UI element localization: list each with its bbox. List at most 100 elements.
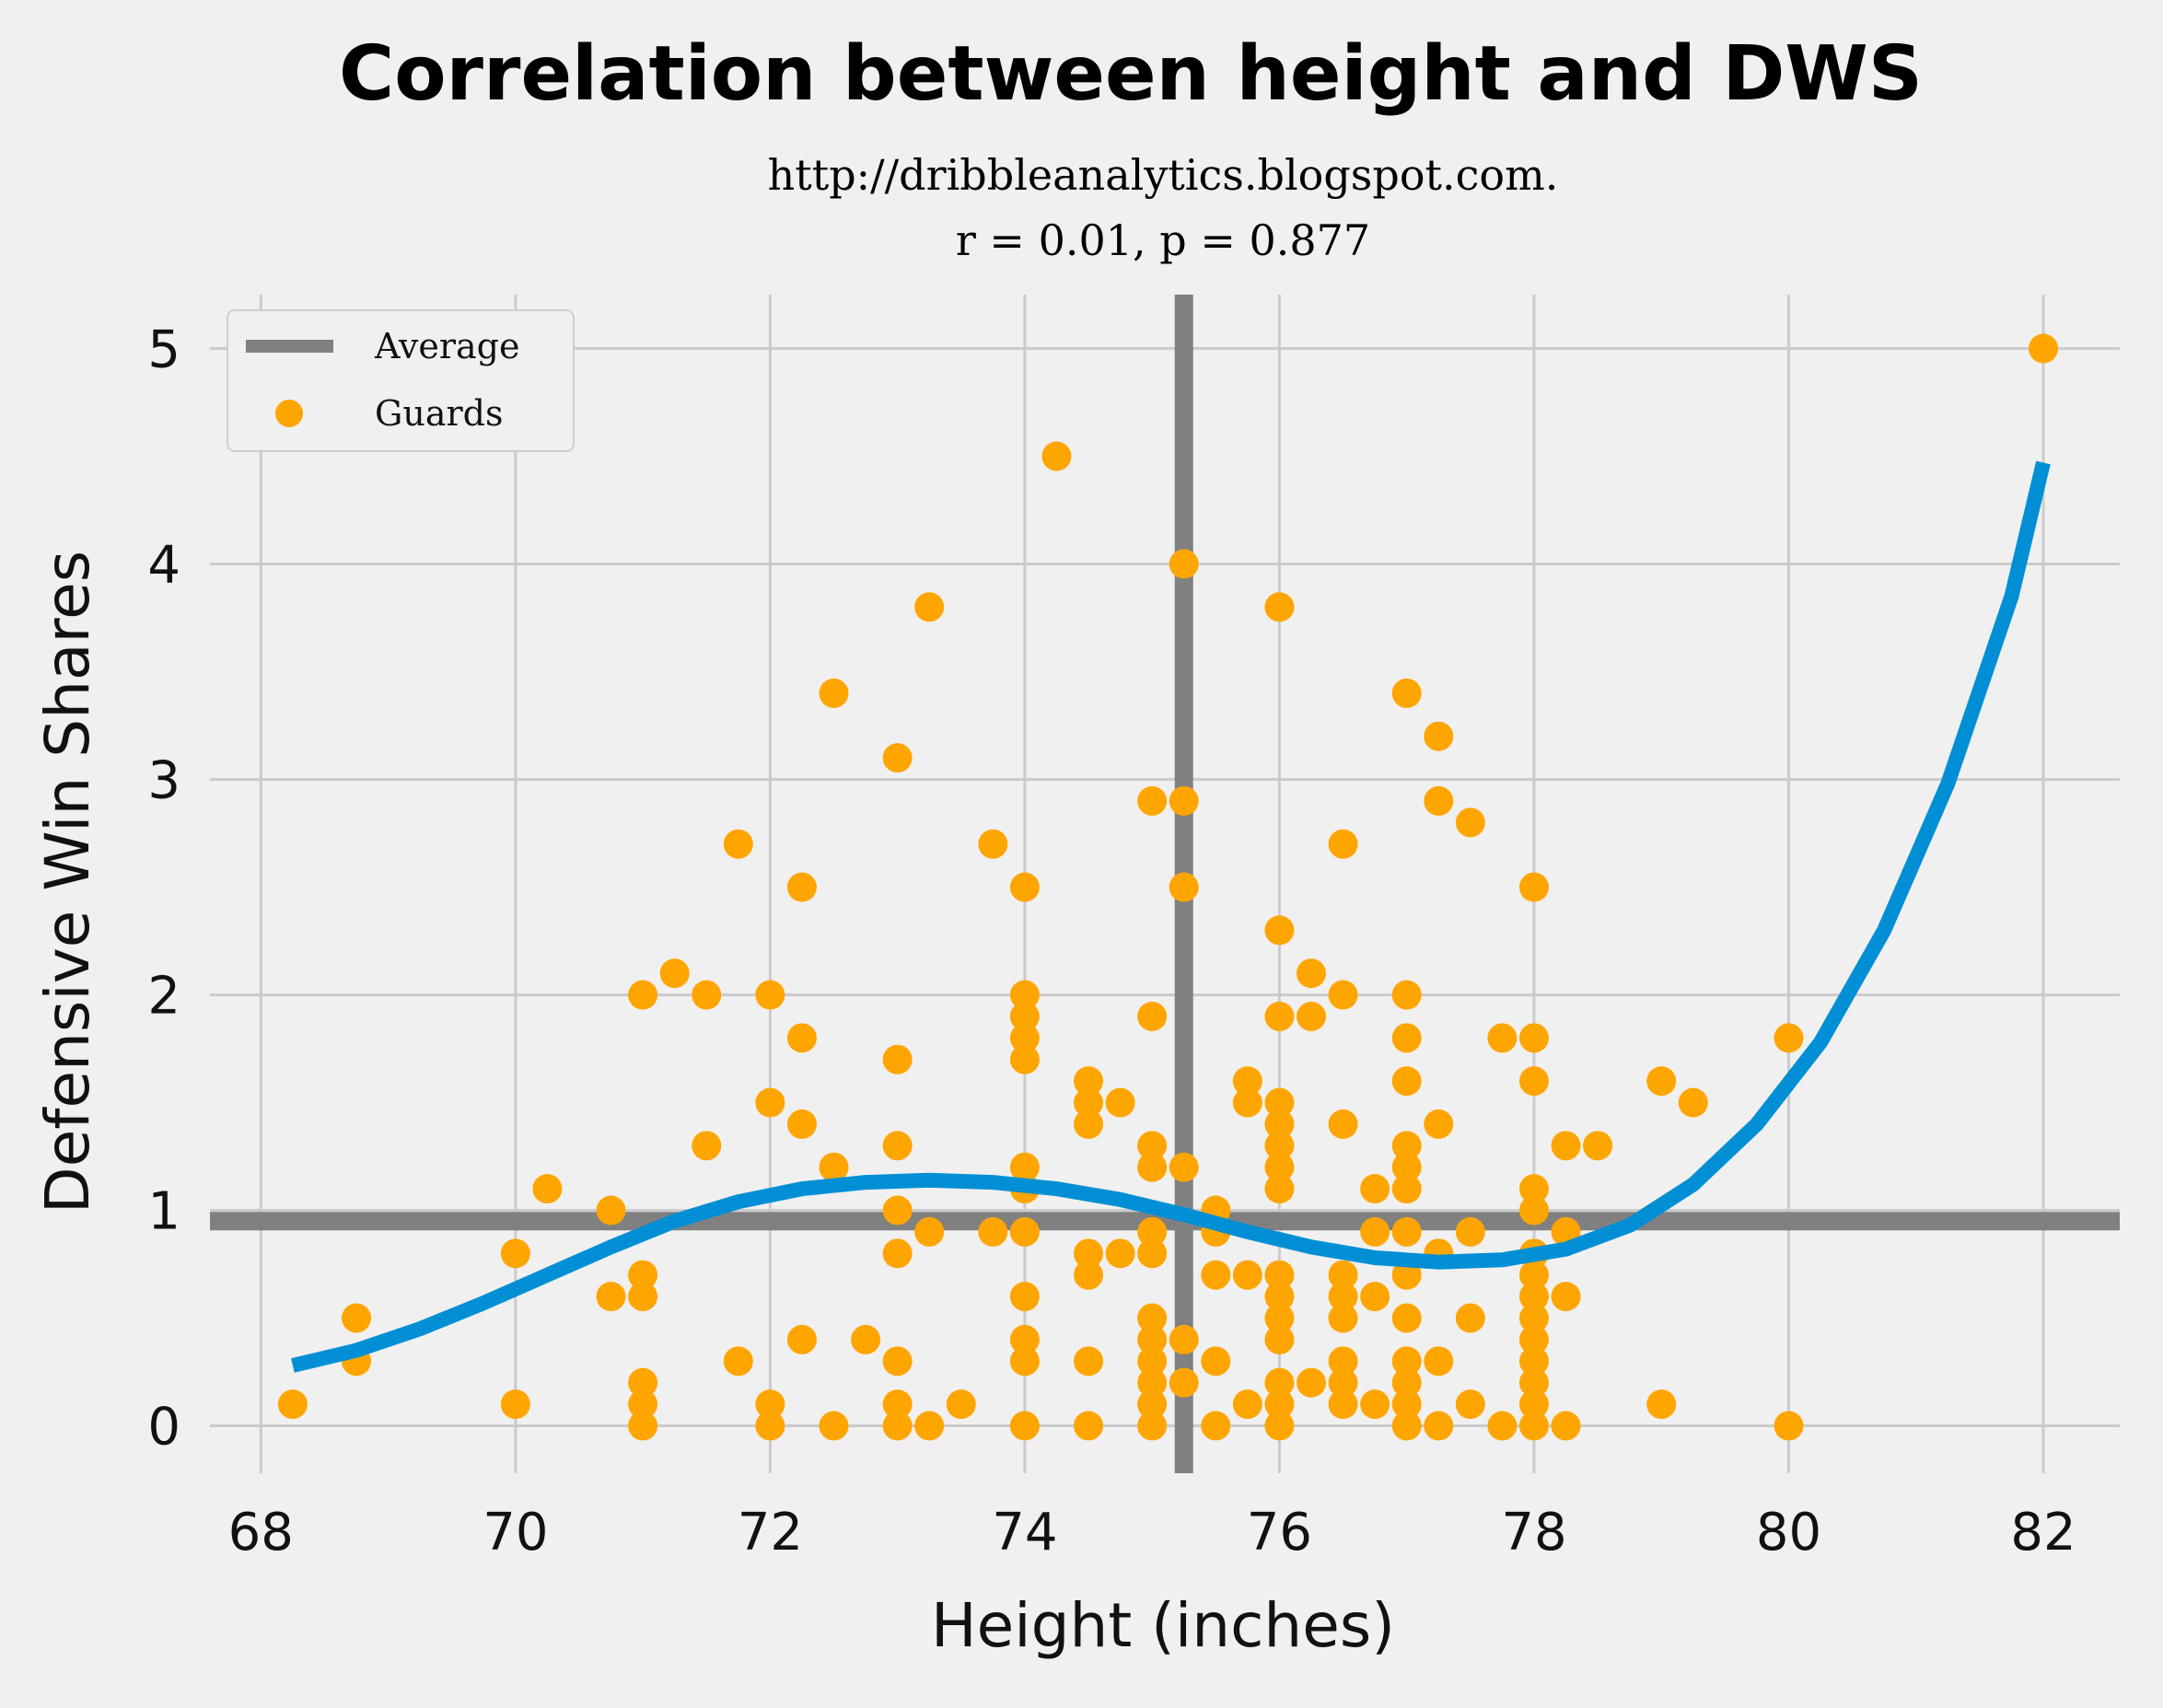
data-point (1074, 1260, 1104, 1290)
data-point (819, 1152, 849, 1182)
data-point (1518, 1389, 1549, 1420)
data-point (786, 1324, 817, 1354)
fit-line (291, 460, 2051, 1373)
guard-points (277, 333, 2059, 1441)
data-point (1041, 441, 1072, 471)
data-point (1518, 1260, 1549, 1290)
data-point (1518, 872, 1549, 902)
data-point (1105, 1238, 1135, 1269)
data-point (1391, 1389, 1422, 1420)
data-point (882, 1238, 913, 1269)
data-point (755, 1411, 785, 1441)
data-point (1391, 1216, 1422, 1247)
data-point (1232, 1066, 1262, 1097)
data-point (1551, 1282, 1581, 1312)
data-point (1137, 1389, 1168, 1420)
data-point (1518, 1346, 1549, 1377)
data-point (628, 1389, 658, 1420)
data-point (1518, 1174, 1549, 1204)
data-point (1074, 1109, 1104, 1139)
data-point (914, 592, 945, 622)
x-tick-label: 70 (483, 1503, 548, 1563)
data-point (1105, 1087, 1135, 1118)
data-point (628, 1282, 658, 1312)
data-point (882, 1411, 913, 1441)
data-point (1169, 549, 1199, 579)
data-point (1264, 1131, 1295, 1161)
data-point (1264, 1367, 1295, 1398)
y-tick-label: 3 (147, 751, 180, 811)
data-point (1328, 1282, 1358, 1312)
data-point (1137, 1216, 1168, 1247)
legend-guards-swatch (275, 400, 303, 427)
data-point (1137, 1367, 1168, 1398)
data-point (1424, 1346, 1454, 1377)
data-point (1264, 1324, 1295, 1354)
data-point (723, 1346, 753, 1377)
data-point (1424, 1411, 1454, 1441)
data-point (1424, 1109, 1454, 1139)
data-point (755, 1389, 785, 1420)
data-point (1773, 1023, 1804, 1053)
data-point (1391, 678, 1422, 708)
data-point (1074, 1066, 1104, 1097)
data-point (1360, 1282, 1390, 1312)
data-point (1137, 1238, 1168, 1269)
data-point (1391, 1411, 1422, 1441)
data-point (1232, 1389, 1262, 1420)
data-point (1009, 1023, 1040, 1053)
y-tick-label: 4 (147, 536, 180, 596)
data-point (1328, 829, 1358, 859)
data-point (1455, 808, 1485, 838)
data-point (914, 1411, 945, 1441)
data-point (1137, 1324, 1168, 1354)
data-point (1137, 785, 1168, 816)
data-point (1487, 1023, 1518, 1053)
data-point (1169, 872, 1199, 902)
data-point (1074, 1238, 1104, 1269)
data-point (342, 1303, 372, 1333)
data-point (1455, 1216, 1485, 1247)
data-point (851, 1324, 881, 1354)
data-point (1360, 1389, 1390, 1420)
data-point (882, 1346, 913, 1377)
data-point (1391, 1152, 1422, 1182)
data-point (1518, 1023, 1549, 1053)
data-point (1678, 1087, 1708, 1118)
data-point (628, 1260, 658, 1290)
data-point (1137, 1131, 1168, 1161)
data-point (755, 980, 785, 1010)
data-point (1074, 1346, 1104, 1377)
data-point (819, 1411, 849, 1441)
data-point (1264, 592, 1295, 622)
data-point (1137, 1411, 1168, 1441)
data-point (786, 1109, 817, 1139)
data-point (882, 1389, 913, 1420)
data-point (1074, 1087, 1104, 1118)
y-tick-labels: 0 1 2 3 4 5 (147, 320, 180, 1458)
x-tick-label: 76 (1247, 1503, 1312, 1563)
legend-label-guards: Guards (375, 393, 503, 434)
data-point (532, 1174, 563, 1204)
data-point (1646, 1066, 1677, 1097)
data-point (1137, 1346, 1168, 1377)
data-point (1391, 1174, 1422, 1204)
data-point (1264, 1389, 1295, 1420)
y-tick-label: 1 (147, 1182, 180, 1242)
data-point (914, 1216, 945, 1247)
data-point (692, 1131, 722, 1161)
data-point (1424, 785, 1454, 816)
data-point (1328, 1346, 1358, 1377)
data-point (1169, 1324, 1199, 1354)
data-point (1518, 1411, 1549, 1441)
data-point (1518, 1282, 1549, 1312)
x-tick-labels: 68 70 72 74 76 78 80 82 (228, 1503, 2076, 1563)
data-point (1551, 1411, 1581, 1441)
data-point (1424, 721, 1454, 751)
data-point (1137, 1303, 1168, 1333)
data-point (1169, 785, 1199, 816)
x-tick-label: 80 (1756, 1503, 1821, 1563)
data-point (1009, 1216, 1040, 1247)
